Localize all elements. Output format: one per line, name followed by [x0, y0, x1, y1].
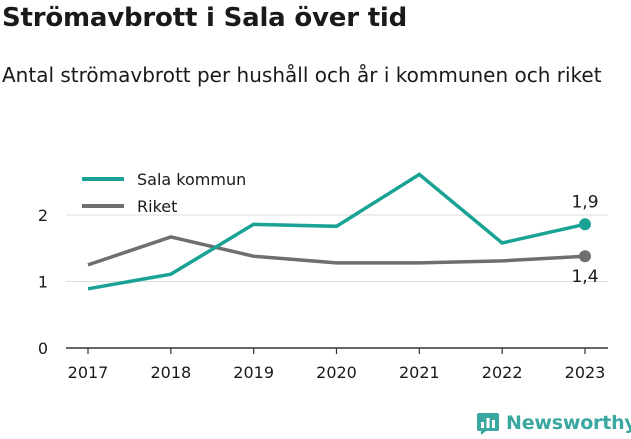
newsworthy-logo-icon	[477, 413, 499, 435]
y-tick-label: 0	[38, 339, 48, 358]
x-tick-label: 2018	[150, 363, 191, 382]
end-point-sala-kommun	[579, 218, 591, 231]
x-tick-label: 2017	[68, 363, 109, 382]
end-point-riket	[579, 250, 591, 263]
x-tick-label: 2019	[233, 363, 274, 382]
x-tick-label: 2021	[399, 363, 440, 382]
x-tick-label: 2020	[316, 363, 357, 382]
chart-subtitle: Antal strömavbrott per hushåll och år i …	[2, 63, 602, 87]
series-line-riket	[87, 235, 586, 267]
legend-label-sala-kommun: Sala kommun	[137, 170, 246, 189]
series-line-sala-kommun	[87, 172, 586, 291]
x-tick-label: 2023	[565, 363, 606, 382]
end-label-riket: 1,4	[571, 267, 598, 287]
brand-name: Newsworthy	[506, 412, 631, 434]
brand-logo: Newsworthy	[476, 408, 631, 438]
legend-label-riket: Riket	[137, 197, 177, 216]
end-label-sala-kommun: 1,9	[571, 192, 598, 212]
x-tick-label: 2022	[482, 363, 523, 382]
y-tick-label: 2	[38, 206, 48, 225]
chart-title: Strömavbrott i Sala över tid	[2, 3, 408, 33]
y-tick-label: 1	[38, 273, 48, 292]
